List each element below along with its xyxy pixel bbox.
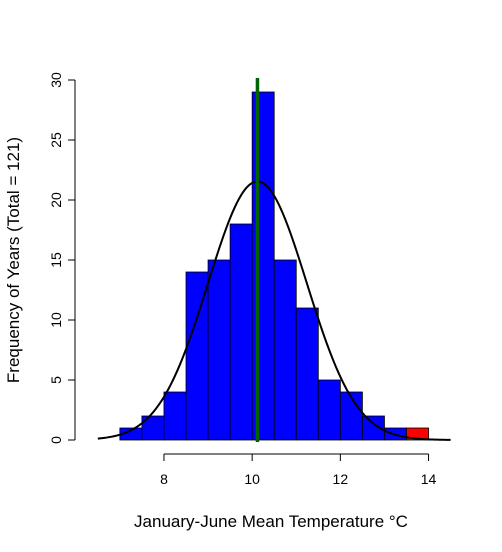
axes-layer: 8 10 12 14 0 5 10 15 20 25 30 <box>48 72 437 487</box>
histogram-bar <box>185 271 209 441</box>
histogram-bar <box>207 259 231 441</box>
histogram-bar <box>229 223 253 441</box>
y-tick-label: 0 <box>48 436 64 444</box>
y-tick-label: 30 <box>48 72 64 88</box>
x-tick-label: 10 <box>244 471 260 487</box>
x-tick-label: 12 <box>333 471 349 487</box>
histogram-bar <box>163 391 187 441</box>
bars-layer <box>119 91 429 441</box>
y-tick-label: 25 <box>48 132 64 148</box>
y-tick-label: 20 <box>48 192 64 208</box>
histogram-bar <box>406 427 429 441</box>
x-axis-title: January-June Mean Temperature °C <box>134 512 408 531</box>
y-tick-label: 10 <box>48 312 64 328</box>
histogram-bar <box>251 91 275 441</box>
histogram-bar <box>295 307 319 441</box>
histogram-bar <box>273 259 297 441</box>
y-tick-label: 5 <box>48 376 64 384</box>
normal-curve <box>97 180 451 441</box>
curve-layer <box>97 180 451 441</box>
y-tick-label: 15 <box>48 252 64 268</box>
histogram-bar <box>317 379 341 441</box>
y-axis-title: Frequency of Years (Total = 121) <box>4 137 23 383</box>
x-tick-label: 14 <box>421 471 437 487</box>
x-tick-label: 8 <box>160 471 168 487</box>
